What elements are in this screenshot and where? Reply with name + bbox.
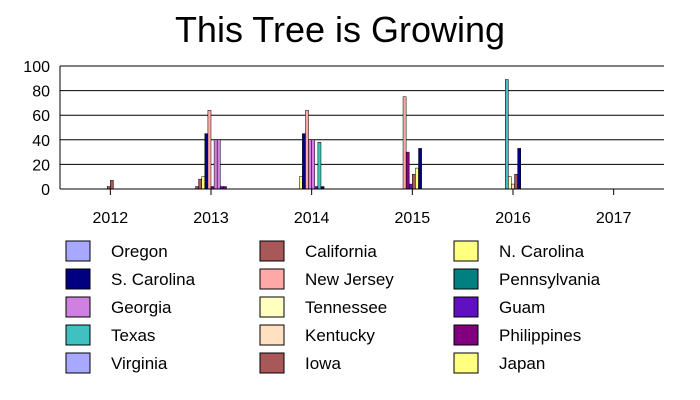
legend-swatch (65, 352, 91, 374)
y-tick-label: 0 (41, 182, 50, 199)
y-tick-label: 100 (23, 59, 50, 76)
bar (198, 178, 202, 190)
bar (311, 139, 316, 190)
bar (505, 79, 509, 190)
legend-label: Pennsylvania (499, 270, 601, 289)
gridlines (60, 65, 664, 190)
bar (511, 183, 515, 190)
bar (204, 133, 209, 190)
legend-swatch (259, 268, 285, 290)
axes (59, 66, 664, 190)
bar (317, 142, 322, 190)
bar (207, 110, 212, 190)
legend-swatch (453, 296, 479, 318)
legend-label: Kentucky (305, 326, 375, 345)
bar (408, 183, 413, 190)
y-tick-label: 40 (32, 133, 50, 150)
bars (106, 79, 522, 190)
bar (299, 176, 303, 190)
legend-swatch (65, 240, 91, 262)
bar (517, 148, 522, 190)
legend-label: California (305, 242, 377, 261)
legend-swatch (453, 352, 479, 374)
x-tick-label: 2017 (596, 210, 632, 227)
bar (514, 173, 518, 190)
legend-label: Georgia (111, 298, 172, 317)
legend-label: Guam (499, 298, 545, 317)
legend-label: Tennessee (305, 298, 387, 317)
legend-label: N. Carolina (499, 242, 585, 261)
bar (402, 96, 407, 190)
bar (302, 133, 306, 190)
legend: Oregon S. Carolina Georgia Texas Virginia Cal… (65, 240, 601, 374)
legend-label: S. Carolina (111, 270, 196, 289)
chart-title: This Tree is Growing (175, 9, 505, 50)
y-tick-label: 60 (32, 108, 50, 125)
bar (405, 151, 410, 190)
legend-label: Iowa (305, 354, 341, 373)
x-axis-ticks: 2012 2013 2014 2015 2016 2017 (93, 189, 632, 227)
legend-swatch (453, 268, 479, 290)
legend-swatch (259, 352, 285, 374)
bar (508, 176, 512, 190)
bar (308, 139, 312, 190)
bar (110, 180, 114, 190)
bar (412, 173, 416, 190)
legend-swatch (65, 324, 91, 346)
legend-swatch (65, 268, 91, 290)
bar (415, 167, 419, 190)
legend-label: Oregon (111, 242, 168, 261)
x-tick-label: 2014 (294, 210, 330, 227)
bar (418, 148, 422, 190)
bar (201, 176, 206, 190)
y-tick-label: 20 (32, 157, 50, 174)
legend-label: Philippines (499, 326, 581, 345)
y-axis-ticks: 0 20 40 60 80 100 (23, 59, 50, 199)
bar (305, 110, 309, 190)
legend-swatch (65, 296, 91, 318)
bar (216, 139, 221, 190)
legend-label: Virginia (111, 354, 168, 373)
legend-swatch (453, 324, 479, 346)
bar (213, 139, 218, 190)
legend-label: Japan (499, 354, 545, 373)
x-tick-label: 2016 (495, 210, 531, 227)
legend-swatch (259, 296, 285, 318)
x-tick-label: 2013 (193, 210, 229, 227)
x-tick-label: 2015 (395, 210, 431, 227)
legend-label: New Jersey (305, 270, 394, 289)
y-tick-label: 80 (32, 84, 50, 101)
x-tick-label: 2012 (93, 210, 129, 227)
legend-label: Texas (111, 326, 155, 345)
legend-swatch (259, 240, 285, 262)
legend-swatch (259, 324, 285, 346)
legend-swatch (453, 240, 479, 262)
